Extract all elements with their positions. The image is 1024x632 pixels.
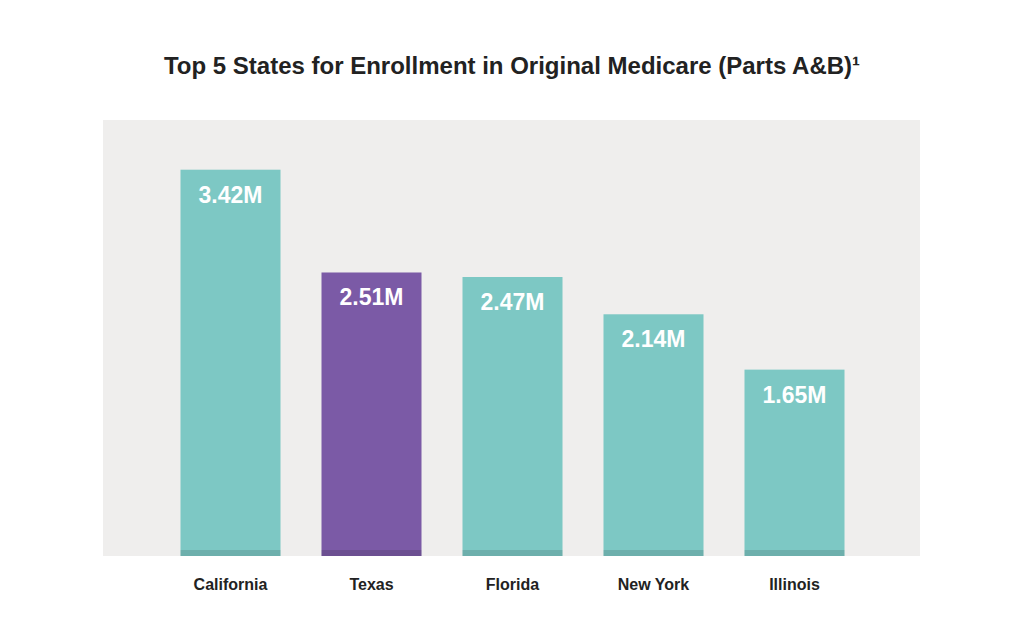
data-label: 3.42M [199, 182, 263, 208]
bar [322, 272, 422, 556]
data-label: 1.65M [763, 382, 827, 408]
bar-base [322, 550, 422, 556]
bar-base [745, 550, 845, 556]
chart-title: Top 5 States for Enrollment in Original … [164, 52, 860, 79]
category-label: Texas [349, 576, 393, 593]
category-label: New York [618, 576, 690, 593]
bar-base [463, 550, 563, 556]
bar [463, 277, 563, 556]
labels: 3.42M California 2.51M Texas 2.47M Florida 2.1… [194, 182, 827, 593]
data-label: 2.14M [622, 326, 686, 352]
category-label: Florida [486, 576, 539, 593]
plot-background [103, 120, 920, 556]
data-label: 2.47M [481, 289, 545, 315]
bar-base [604, 550, 704, 556]
bar-base [181, 550, 281, 556]
bar [745, 370, 845, 556]
category-label: California [194, 576, 268, 593]
bars [181, 170, 845, 556]
data-label: 2.51M [340, 284, 404, 310]
bar [181, 170, 281, 556]
chart-root: Top 5 States for Enrollment in Original … [0, 0, 1024, 632]
bar [604, 314, 704, 556]
category-label: Illinois [769, 576, 820, 593]
chart-svg: Top 5 States for Enrollment in Original … [0, 0, 1024, 632]
